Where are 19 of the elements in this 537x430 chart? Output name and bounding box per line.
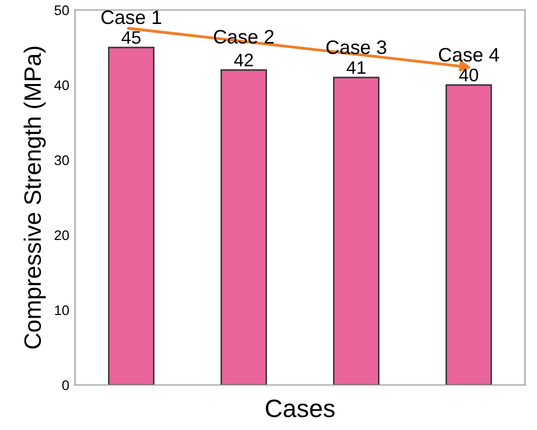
data-label: 40 — [459, 68, 478, 82]
y-tick-label: 10 — [55, 305, 69, 316]
x-tick-label: Case 4 — [438, 48, 499, 62]
data-label: 45 — [122, 31, 141, 44]
x-axis-title: Cases — [266, 400, 335, 418]
bar — [333, 76, 380, 385]
data-label: 42 — [234, 54, 253, 66]
bar — [446, 84, 492, 385]
bar — [108, 46, 154, 385]
y-tick-label: 30 — [54, 155, 69, 166]
y-tick-label: 20 — [54, 230, 69, 240]
y-axis-title: Compressive Strength (MPa) — [24, 46, 46, 348]
bar — [220, 69, 267, 385]
y-tick-label: 0 — [62, 380, 69, 390]
x-tick-label: Case 3 — [326, 40, 386, 54]
data-label: 41 — [346, 61, 366, 74]
y-tick-label: 50 — [54, 5, 69, 16]
y-tick-label: 40 — [54, 80, 69, 90]
x-tick-label: Case 1 — [101, 10, 162, 24]
